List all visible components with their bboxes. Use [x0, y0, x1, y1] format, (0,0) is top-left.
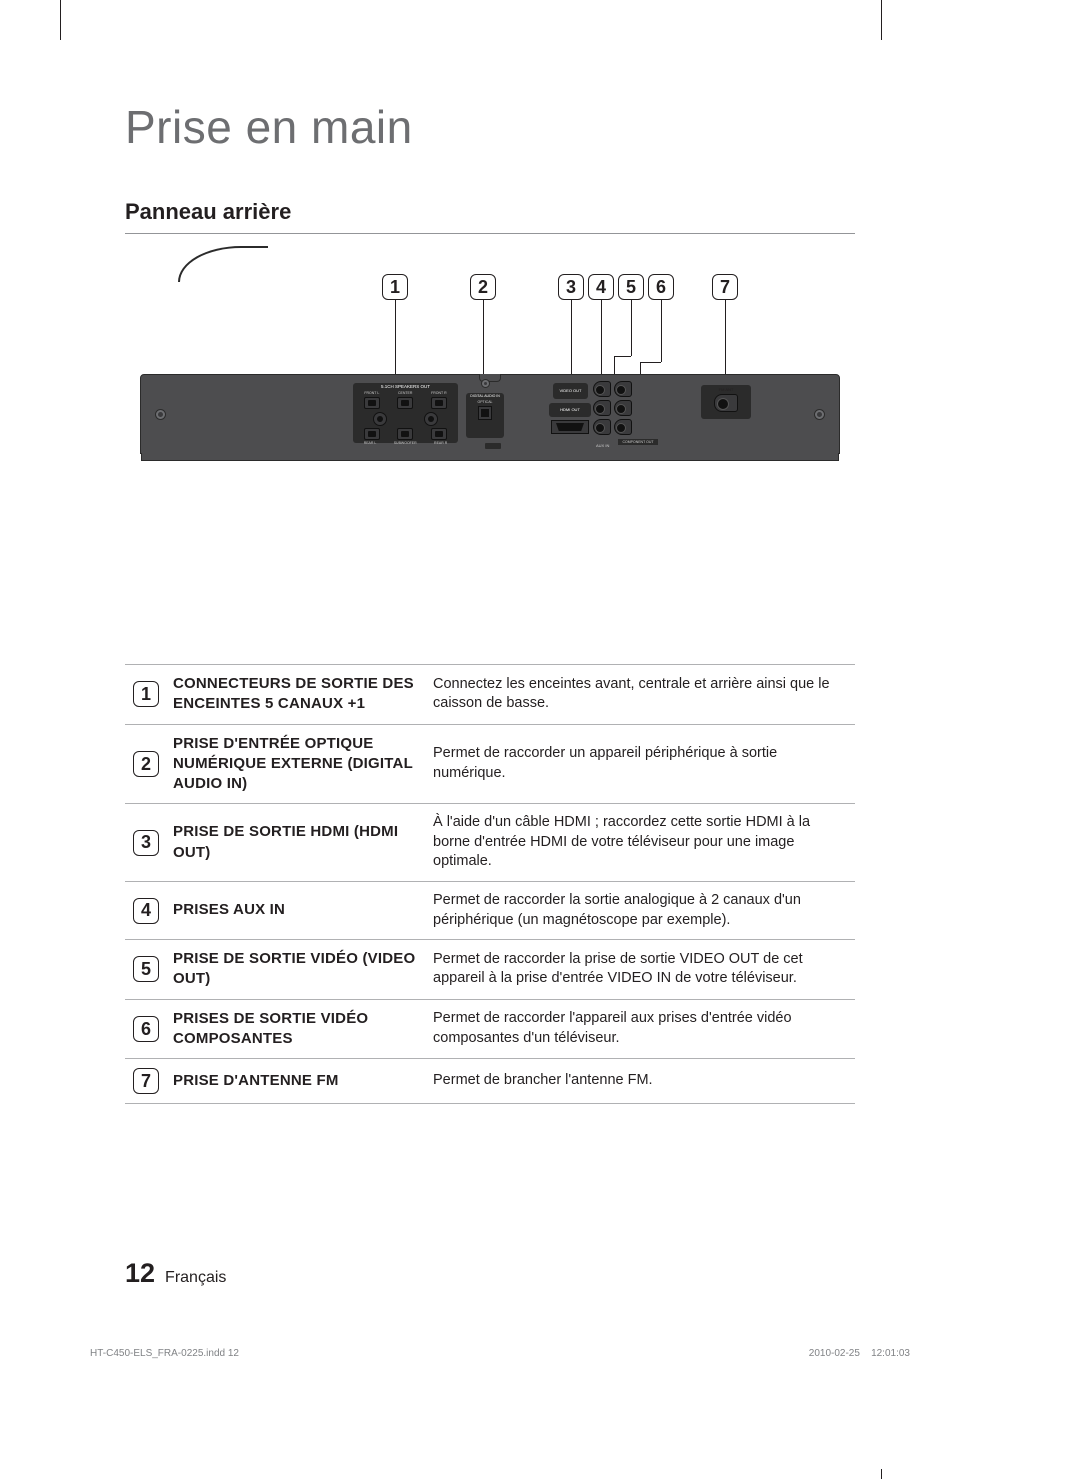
page-title: Prise en main — [125, 100, 855, 154]
power-cable — [178, 246, 268, 282]
label-front-l: FRONT L — [364, 392, 379, 396]
callout-line — [640, 362, 661, 363]
row-name: PRISES DE SORTIE VIDÉO COMPOSANTES — [167, 999, 427, 1059]
rca-jack-icon — [614, 400, 632, 416]
print-metadata: HT-C450-ELS_FRA-0225.indd 12 2010-02-25 … — [90, 1348, 910, 1359]
device-body: 5.1CH SPEAKERS OUT FRONT L CENTER FRONT … — [140, 374, 840, 454]
row-desc: Connectez les enceintes avant, centrale … — [427, 665, 855, 725]
row-desc: Permet de brancher l'antenne FM. — [427, 1059, 855, 1104]
vent-slot — [485, 443, 501, 449]
trim-mark — [60, 0, 61, 40]
callout-2: 2 — [470, 274, 496, 300]
trim-mark — [881, 0, 882, 40]
table-row: 3 PRISE DE SORTIE HDMI (HDMI OUT) À l'ai… — [125, 804, 855, 882]
label-center: CENTER — [398, 392, 412, 396]
rca-jack-group — [593, 381, 655, 443]
rca-jack-icon — [614, 381, 632, 397]
screw-icon — [155, 409, 166, 420]
row-number-badge: 4 — [133, 898, 159, 924]
callout-4: 4 — [588, 274, 614, 300]
print-time: 12:01:03 — [871, 1348, 910, 1359]
print-file: HT-C450-ELS_FRA-0225.indd 12 — [90, 1348, 239, 1359]
callout-5: 5 — [618, 274, 644, 300]
table-row: 2 PRISE D'ENTRÉE OPTIQUE NUMÉRIQUE EXTER… — [125, 724, 855, 804]
screw-icon — [814, 409, 825, 420]
table-row: 4 PRISES AUX IN Permet de raccorder la s… — [125, 881, 855, 939]
callout-7: 7 — [712, 274, 738, 300]
table-row: 7 PRISE D'ANTENNE FM Permet de brancher … — [125, 1059, 855, 1104]
page-content: Prise en main Panneau arrière 1 2 3 4 5 … — [125, 100, 855, 1104]
optical-port-icon — [478, 406, 492, 420]
callout-row: 1 2 3 4 5 6 7 — [140, 274, 840, 334]
print-date: 2010-02-25 — [809, 1348, 860, 1359]
label-subwoofer: SUBWOOFER — [394, 442, 417, 446]
row-name: PRISES AUX IN — [167, 881, 427, 939]
rca-jack-icon — [593, 419, 611, 435]
row-desc: À l'aide d'un câble HDMI ; raccordez cet… — [427, 804, 855, 882]
label-fm-ant: FM ANT — [719, 387, 734, 392]
digital-audio-in-panel: DIGITAL AUDIO IN OPTICAL — [466, 393, 504, 438]
video-out-panel: VIDEO OUT — [553, 383, 588, 399]
hdmi-out-panel: HDMI OUT — [549, 403, 591, 417]
table-row: 5 PRISE DE SORTIE VIDÉO (VIDEO OUT) Perm… — [125, 940, 855, 1000]
label-speakers-out: 5.1CH SPEAKERS OUT — [355, 385, 456, 390]
callout-1: 1 — [382, 274, 408, 300]
row-desc: Permet de raccorder un appareil périphér… — [427, 724, 855, 804]
row-desc: Permet de raccorder la prise de sortie V… — [427, 940, 855, 1000]
row-number-badge: 3 — [133, 830, 159, 856]
callout-6: 6 — [648, 274, 674, 300]
row-number-badge: 1 — [133, 681, 159, 707]
table-row: 1 CONNECTEURS DE SORTIE DES ENCEINTES 5 … — [125, 665, 855, 725]
label-front-r: FRONT R — [431, 392, 447, 396]
rca-jack-icon — [593, 381, 611, 397]
callout-line — [614, 356, 631, 357]
spec-table: 1 CONNECTEURS DE SORTIE DES ENCEINTES 5 … — [125, 664, 855, 1104]
row-number-badge: 5 — [133, 956, 159, 982]
label-rear-r: REAR R — [434, 442, 447, 446]
table-row: 6 PRISES DE SORTIE VIDÉO COMPOSANTES Per… — [125, 999, 855, 1059]
label-video-out: VIDEO OUT — [559, 389, 581, 393]
hdmi-port-icon — [551, 420, 589, 434]
callout-line — [661, 300, 662, 362]
row-name: PRISE DE SORTIE VIDÉO (VIDEO OUT) — [167, 940, 427, 1000]
row-name: PRISE D'ANTENNE FM — [167, 1059, 427, 1104]
page-number: 12 — [125, 1258, 155, 1289]
label-hdmi-out: HDMI OUT — [560, 408, 580, 412]
page-footer: 12 Français — [125, 1258, 226, 1289]
speakers-out-panel: 5.1CH SPEAKERS OUT FRONT L CENTER FRONT … — [353, 383, 458, 443]
section-title: Panneau arrière — [125, 199, 855, 234]
label-component-out: COMPONENT OUT — [618, 439, 658, 445]
label-aux-in: AUX IN — [596, 443, 609, 448]
row-name: CONNECTEURS DE SORTIE DES ENCEINTES 5 CA… — [167, 665, 427, 725]
row-desc: Permet de raccorder l'appareil aux prise… — [427, 999, 855, 1059]
callout-3: 3 — [558, 274, 584, 300]
fm-port-icon — [714, 394, 738, 412]
row-name: PRISE DE SORTIE HDMI (HDMI OUT) — [167, 804, 427, 882]
row-desc: Permet de raccorder la sortie analogique… — [427, 881, 855, 939]
callout-line — [631, 300, 632, 356]
row-number-badge: 2 — [133, 751, 159, 777]
screw-icon — [481, 379, 490, 388]
device-base — [141, 453, 839, 461]
label-rear-l: REAR L — [364, 442, 377, 446]
row-number-badge: 7 — [133, 1068, 159, 1094]
callout-line — [601, 300, 602, 350]
label-digital-audio-in: DIGITAL AUDIO IN — [470, 395, 500, 399]
row-number-badge: 6 — [133, 1016, 159, 1042]
rca-jack-icon — [593, 400, 611, 416]
trim-mark — [881, 1469, 882, 1479]
rca-jack-icon — [614, 419, 632, 435]
page-language: Français — [165, 1269, 226, 1287]
row-name: PRISE D'ENTRÉE OPTIQUE NUMÉRIQUE EXTERNE… — [167, 724, 427, 804]
fm-ant-panel: FM ANT — [701, 385, 751, 419]
label-optical: OPTICAL — [478, 401, 493, 405]
rear-panel-diagram: 1 2 3 4 5 6 7 — [140, 274, 840, 554]
